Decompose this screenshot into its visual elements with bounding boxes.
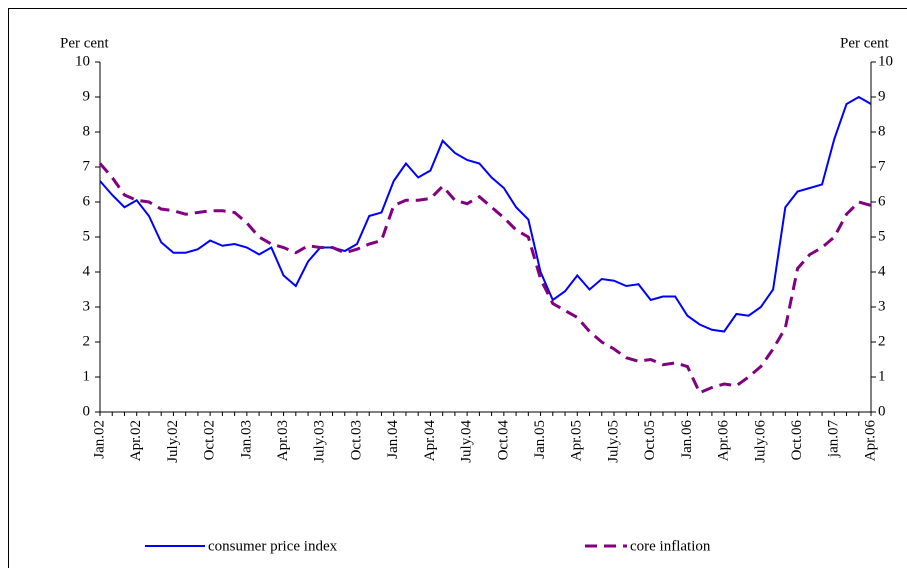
y2-tick-label: 6 bbox=[878, 193, 886, 209]
x-tick-label: Jan.04 bbox=[385, 420, 401, 459]
x-tick-label: jan.07 bbox=[826, 420, 842, 459]
y2-axis-label: Per cent bbox=[840, 35, 890, 51]
y-tick-label: 7 bbox=[83, 158, 91, 174]
x-tick-label: Oct.03 bbox=[348, 420, 364, 460]
x-tick-label: Apr.05 bbox=[569, 420, 585, 461]
x-tick-label: Oct.04 bbox=[495, 420, 511, 461]
x-tick-label: Oct.06 bbox=[789, 420, 805, 461]
y-tick-label: 2 bbox=[83, 333, 91, 349]
y-tick-label: 4 bbox=[83, 263, 91, 279]
x-tick-label: July.05 bbox=[605, 420, 621, 463]
series-line bbox=[99, 95, 872, 333]
x-tick-label: Apr.02 bbox=[128, 420, 144, 461]
y2-tick-label: 3 bbox=[878, 298, 886, 314]
x-tick-label: Oct.02 bbox=[202, 420, 218, 460]
y-tick-label: 3 bbox=[83, 298, 91, 314]
x-tick-label: Jan.06 bbox=[679, 420, 695, 459]
x-tick-label: Apr.06 bbox=[716, 420, 732, 462]
y-tick-label: 9 bbox=[83, 88, 91, 104]
y2-tick-label: 10 bbox=[878, 53, 893, 69]
legend-label: consumer price index bbox=[208, 538, 338, 554]
x-tick-label: July.04 bbox=[459, 420, 475, 463]
x-tick-label: July.06 bbox=[752, 420, 768, 463]
x-tick-label: Jan.05 bbox=[532, 420, 548, 459]
x-tick-label: Apr.03 bbox=[275, 420, 291, 461]
y2-tick-label: 7 bbox=[878, 158, 886, 174]
y2-tick-label: 8 bbox=[878, 123, 886, 139]
x-tick-label: Jan.02 bbox=[91, 420, 107, 459]
y2-tick-label: 9 bbox=[878, 88, 886, 104]
y2-tick-label: 1 bbox=[878, 368, 886, 384]
y-tick-label: 10 bbox=[75, 53, 90, 69]
x-tick-label: Apr.04 bbox=[422, 420, 438, 462]
y-tick-label: 1 bbox=[83, 368, 91, 384]
series-line bbox=[98, 162, 872, 395]
legend-label: core inflation bbox=[630, 538, 711, 554]
x-tick-label: Jan.03 bbox=[238, 420, 254, 459]
y2-tick-label: 2 bbox=[878, 333, 886, 349]
y2-tick-label: 4 bbox=[878, 263, 886, 279]
frame bbox=[8, 8, 907, 568]
x-tick-label: Oct.05 bbox=[642, 420, 658, 460]
y-tick-label: 8 bbox=[83, 123, 91, 139]
y-tick-label: 5 bbox=[83, 228, 91, 244]
x-tick-label: July.02 bbox=[165, 420, 181, 463]
y-tick-label: 0 bbox=[83, 403, 91, 419]
y-tick-label: 6 bbox=[83, 193, 91, 209]
y2-tick-label: 5 bbox=[878, 228, 886, 244]
y-axis-label: Per cent bbox=[60, 35, 110, 51]
x-tick-label: July.03 bbox=[312, 420, 328, 463]
y2-tick-label: 0 bbox=[878, 403, 886, 419]
x-tick-label: Apr.06 bbox=[862, 420, 878, 462]
